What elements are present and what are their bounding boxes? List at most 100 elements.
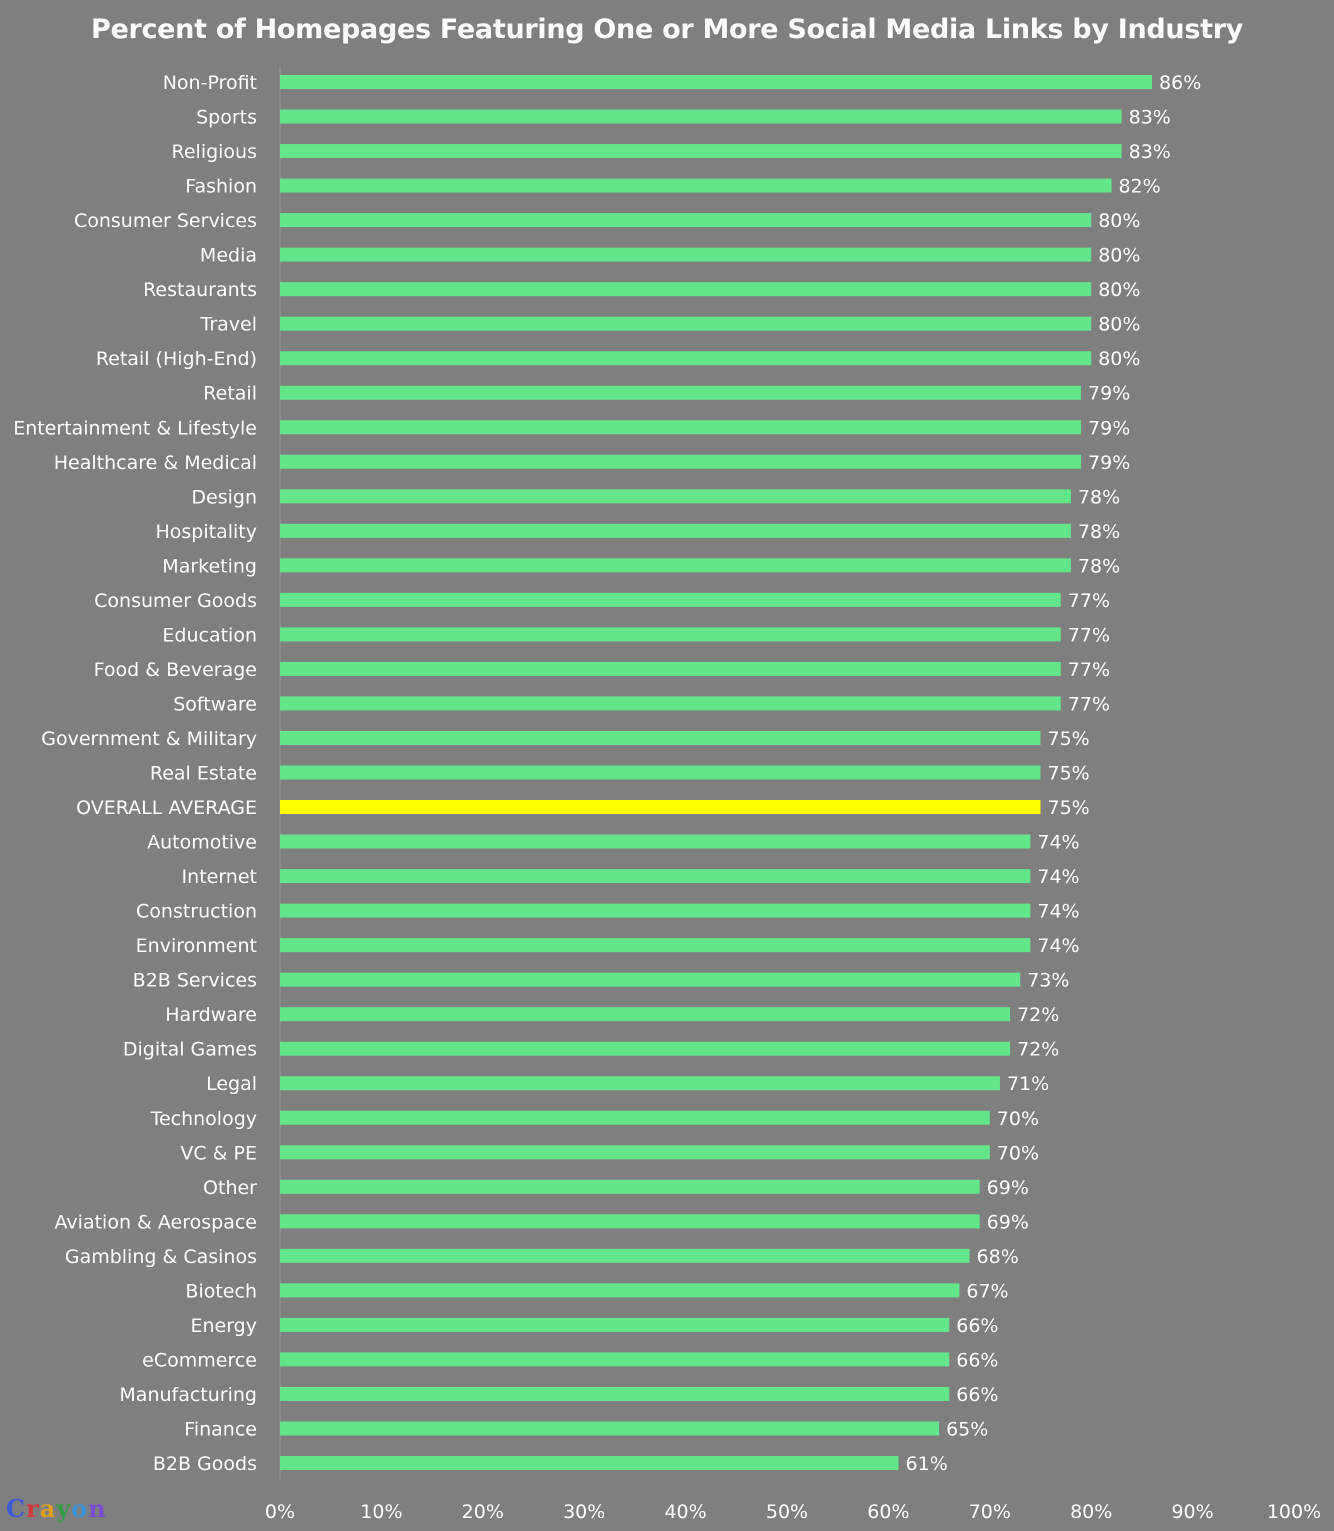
category-label: B2B Goods bbox=[153, 1453, 257, 1475]
crayon-logo: Crayon bbox=[6, 1494, 107, 1523]
category-label: B2B Services bbox=[133, 970, 257, 992]
data-label: 80% bbox=[1098, 210, 1140, 232]
bar bbox=[280, 420, 1082, 435]
category-label: Aviation & Aerospace bbox=[55, 1211, 257, 1233]
data-label: 75% bbox=[1048, 728, 1090, 750]
bar bbox=[280, 765, 1041, 780]
average-bar bbox=[280, 800, 1041, 815]
x-tick-label: 50% bbox=[766, 1501, 808, 1523]
logo-letter: n bbox=[88, 1494, 107, 1523]
chart-title: Percent of Homepages Featuring One or Mo… bbox=[90, 14, 1244, 45]
category-label: Government & Military bbox=[41, 728, 257, 750]
logo-letter: C bbox=[6, 1494, 27, 1523]
bar bbox=[280, 1248, 970, 1263]
data-label: 77% bbox=[1068, 590, 1110, 612]
category-label: Gambling & Casinos bbox=[65, 1246, 257, 1268]
data-label: 86% bbox=[1159, 72, 1201, 94]
category-label: OVERALL AVERAGE bbox=[76, 797, 257, 819]
data-label: 61% bbox=[906, 1453, 948, 1475]
category-label: Finance bbox=[184, 1418, 257, 1440]
data-label: 74% bbox=[1037, 866, 1079, 888]
x-tick-label: 100% bbox=[1267, 1501, 1321, 1523]
x-tick-label: 70% bbox=[969, 1501, 1011, 1523]
logo-letter: o bbox=[71, 1494, 89, 1523]
data-label: 75% bbox=[1048, 797, 1090, 819]
data-label: 69% bbox=[987, 1177, 1029, 1199]
category-label: Real Estate bbox=[150, 763, 257, 785]
data-label: 69% bbox=[987, 1211, 1029, 1233]
category-label: Consumer Goods bbox=[94, 590, 257, 612]
data-label: 68% bbox=[977, 1246, 1019, 1268]
bar bbox=[280, 730, 1041, 745]
bar bbox=[280, 696, 1061, 711]
category-label: Technology bbox=[150, 1108, 257, 1130]
bar bbox=[280, 523, 1071, 538]
logo-letter: a bbox=[39, 1494, 57, 1523]
bar bbox=[280, 1110, 990, 1125]
data-label: 66% bbox=[956, 1315, 998, 1337]
bar bbox=[280, 178, 1112, 193]
data-label: 66% bbox=[956, 1349, 998, 1371]
bar bbox=[280, 1283, 960, 1298]
category-label: Other bbox=[203, 1177, 257, 1199]
data-label: 80% bbox=[1098, 348, 1140, 370]
category-label: Hardware bbox=[165, 1004, 257, 1026]
category-label: Software bbox=[173, 693, 257, 715]
category-label: Restaurants bbox=[143, 279, 257, 301]
data-label: 77% bbox=[1068, 624, 1110, 646]
bar bbox=[280, 385, 1082, 400]
data-label: 72% bbox=[1017, 1004, 1059, 1026]
x-tick-label: 90% bbox=[1171, 1501, 1213, 1523]
data-label: 75% bbox=[1048, 763, 1090, 785]
bar bbox=[280, 144, 1122, 159]
logo-letter: r bbox=[26, 1494, 40, 1523]
data-label: 73% bbox=[1027, 970, 1069, 992]
bar bbox=[280, 351, 1092, 366]
x-tick-label: 20% bbox=[462, 1501, 504, 1523]
category-label: Sports bbox=[196, 107, 257, 129]
category-label: Design bbox=[191, 486, 257, 508]
bar bbox=[280, 627, 1061, 642]
category-label: Media bbox=[200, 245, 257, 267]
category-label: Digital Games bbox=[123, 1039, 257, 1061]
data-label: 70% bbox=[997, 1108, 1039, 1130]
category-label: Retail bbox=[203, 383, 257, 405]
category-label: Consumer Services bbox=[74, 210, 257, 232]
data-label: 70% bbox=[997, 1142, 1039, 1164]
bar bbox=[280, 316, 1092, 331]
bar bbox=[280, 1386, 950, 1401]
data-label: 83% bbox=[1129, 107, 1171, 129]
bar bbox=[280, 661, 1061, 676]
bar bbox=[280, 1179, 980, 1194]
logo-letter: y bbox=[56, 1494, 72, 1523]
category-label: Retail (High-End) bbox=[96, 348, 257, 370]
data-label: 71% bbox=[1007, 1073, 1049, 1095]
data-label: 82% bbox=[1118, 176, 1160, 198]
category-label: VC & PE bbox=[180, 1142, 257, 1164]
category-label: Internet bbox=[182, 866, 257, 888]
bar bbox=[280, 213, 1092, 228]
data-label: 83% bbox=[1129, 141, 1171, 163]
bar bbox=[280, 834, 1031, 849]
bar bbox=[280, 1007, 1011, 1022]
data-label: 74% bbox=[1037, 935, 1079, 957]
category-label: Energy bbox=[190, 1315, 257, 1337]
category-label: Environment bbox=[136, 935, 257, 957]
data-label: 79% bbox=[1088, 383, 1130, 405]
bar bbox=[280, 903, 1031, 918]
bar bbox=[280, 109, 1122, 124]
bar bbox=[280, 592, 1061, 607]
data-label: 80% bbox=[1098, 279, 1140, 301]
category-label: Manufacturing bbox=[119, 1384, 257, 1406]
category-label: Biotech bbox=[185, 1280, 257, 1302]
data-label: 77% bbox=[1068, 693, 1110, 715]
x-tick-label: 80% bbox=[1070, 1501, 1112, 1523]
category-label: Entertainment & Lifestyle bbox=[13, 417, 257, 439]
category-label: Travel bbox=[200, 314, 257, 336]
data-label: 77% bbox=[1068, 659, 1110, 681]
category-label: Fashion bbox=[185, 176, 257, 198]
x-tick-label: 40% bbox=[664, 1501, 706, 1523]
bar bbox=[280, 454, 1082, 469]
x-tick-label: 30% bbox=[563, 1501, 605, 1523]
